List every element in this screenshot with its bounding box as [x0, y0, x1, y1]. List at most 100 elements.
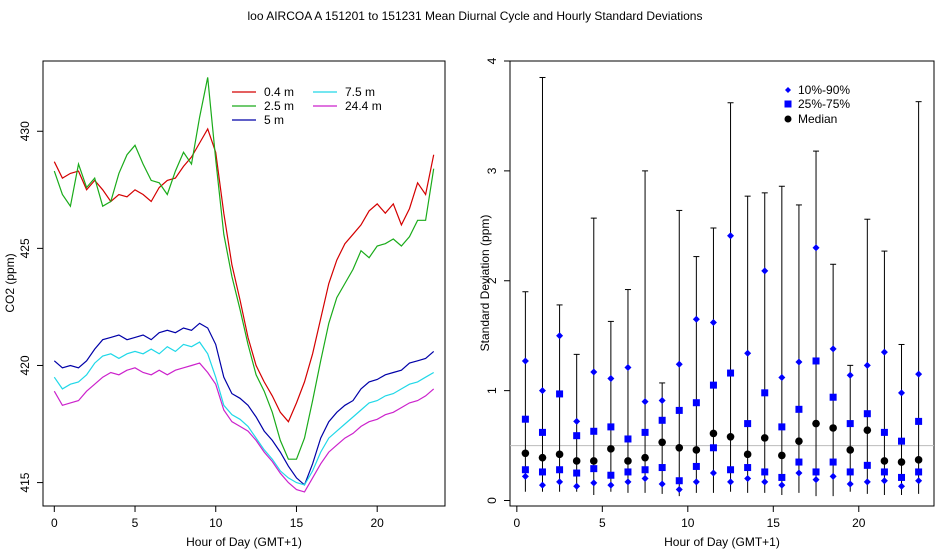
- legend-circle-marker: [784, 115, 792, 123]
- percentile-10-90-point: [573, 417, 581, 425]
- percentile-25-point: [812, 468, 820, 476]
- percentile-10-90-point: [727, 478, 735, 486]
- left-x-axis: 0 5 10 15 20: [51, 506, 384, 530]
- median-point: [641, 453, 649, 462]
- legend-label: 5 m: [264, 113, 284, 127]
- percentile-75-point: [727, 369, 735, 377]
- right-y-axis: 0 1 2 3 4: [485, 57, 510, 504]
- left-legend: 0.4 m2.5 m5 m 7.5 m24.4 m: [232, 85, 382, 127]
- median-point: [572, 457, 581, 465]
- percentile-10-90-point: [556, 478, 564, 486]
- percentile-75-point: [778, 423, 786, 431]
- percentile-10-90-point: [521, 472, 529, 480]
- x-tick-label: 5: [132, 516, 139, 530]
- percentile-25-point: [556, 466, 564, 474]
- x-tick-label: 5: [599, 516, 606, 530]
- percentile-75-point: [521, 415, 529, 423]
- percentile-10-90-point: [812, 476, 820, 484]
- median-point: [863, 426, 872, 434]
- percentile-25-point: [624, 468, 632, 476]
- percentile-10-90-point: [778, 373, 786, 381]
- percentile-10-90-point: [641, 398, 649, 406]
- right-y-axis-label: Standard Deviation (ppm): [478, 215, 492, 352]
- percentile-25-point: [846, 468, 854, 476]
- right-legend: 10%-90%25%-75%Median: [784, 83, 850, 126]
- x-tick-label: 20: [371, 516, 385, 530]
- percentile-10-90-point: [521, 357, 529, 365]
- median-point: [846, 446, 855, 454]
- series-line-5-m: [53, 322, 435, 486]
- median-point: [743, 450, 752, 459]
- percentile-75-point: [641, 428, 649, 436]
- percentile-10-90-point: [915, 370, 923, 378]
- percentile-10-90-point: [607, 375, 615, 383]
- percentile-75-point: [538, 428, 546, 436]
- percentile-10-90-point: [812, 244, 820, 252]
- median-point: [897, 458, 906, 466]
- percentile-10-90-point: [709, 469, 717, 477]
- right-marks: [521, 76, 923, 497]
- series-line-2-5-m: [53, 77, 435, 460]
- figure-title: loo AIRCOA A 151201 to 151231 Mean Diurn…: [248, 9, 703, 23]
- percentile-10-90-point: [607, 481, 615, 489]
- left-y-axis-label: CO2 (ppm): [3, 253, 17, 312]
- percentile-10-90-point: [915, 477, 923, 485]
- percentile-10-90-point: [795, 469, 803, 477]
- legend-label: 7.5 m: [345, 85, 375, 99]
- y-tick-label: 2: [485, 277, 499, 284]
- percentile-25-point: [898, 473, 906, 481]
- percentile-75-point: [761, 389, 769, 397]
- percentile-25-point: [880, 468, 888, 476]
- percentile-10-90-point: [744, 475, 752, 483]
- left-series-lines: [53, 77, 435, 493]
- percentile-10-90-point: [624, 364, 632, 372]
- percentile-25-point: [607, 471, 615, 479]
- percentile-10-90-point: [761, 267, 769, 275]
- y-tick-label: 1: [485, 387, 499, 394]
- percentile-10-90-point: [709, 319, 717, 327]
- percentile-75-point: [846, 420, 854, 428]
- percentile-25-point: [727, 466, 735, 474]
- percentile-75-point: [607, 423, 615, 431]
- legend-label: 24.4 m: [345, 99, 382, 113]
- legend-label: 0.4 m: [264, 85, 294, 99]
- right-x-axis: 0 5 10 15 20: [513, 506, 866, 530]
- median-point: [726, 432, 735, 441]
- left-plot-frame: [42, 60, 446, 507]
- percentile-10-90-point: [727, 232, 735, 240]
- percentile-25-point: [744, 464, 752, 472]
- percentile-25-point: [590, 465, 598, 473]
- percentile-10-90-point: [880, 477, 888, 485]
- percentile-10-90-point: [863, 361, 871, 369]
- x-tick-label: 0: [51, 516, 58, 530]
- percentile-10-90-point: [573, 482, 581, 490]
- series-line-7-5-m: [53, 341, 435, 486]
- left-panel: 0 5 10 15 20 415 420 425 430 Hour of Day (GMT+1…: [3, 60, 446, 549]
- y-tick-label: 420: [18, 355, 32, 375]
- right-panel: 0 5 10 15 20 0 1 2 3 4 Hour of Day (GMT+1) Stand…: [478, 57, 935, 549]
- percentile-75-point: [675, 406, 683, 414]
- percentile-10-90-point: [692, 478, 700, 486]
- percentile-25-point: [692, 462, 700, 470]
- percentile-25-point: [675, 477, 683, 485]
- y-tick-label: 0: [485, 497, 499, 504]
- percentile-75-point: [658, 416, 666, 424]
- median-point: [555, 450, 564, 459]
- percentile-10-90-point: [658, 480, 666, 488]
- percentile-10-90-point: [556, 332, 564, 340]
- percentile-25-point: [641, 466, 649, 474]
- series-line-0-4-m: [53, 127, 435, 423]
- legend-label: 25%-75%: [798, 97, 850, 111]
- legend-diamond-marker: [785, 87, 791, 93]
- legend-label: Median: [798, 112, 837, 126]
- percentile-75-point: [880, 428, 888, 436]
- median-point: [589, 457, 598, 465]
- percentile-75-point: [898, 437, 906, 445]
- left-y-axis: 415 420 425 430: [18, 121, 43, 493]
- median-point: [880, 457, 889, 465]
- percentile-25-point: [538, 468, 546, 476]
- percentile-10-90-point: [778, 481, 786, 489]
- median-point: [607, 445, 615, 453]
- median-point: [538, 453, 547, 462]
